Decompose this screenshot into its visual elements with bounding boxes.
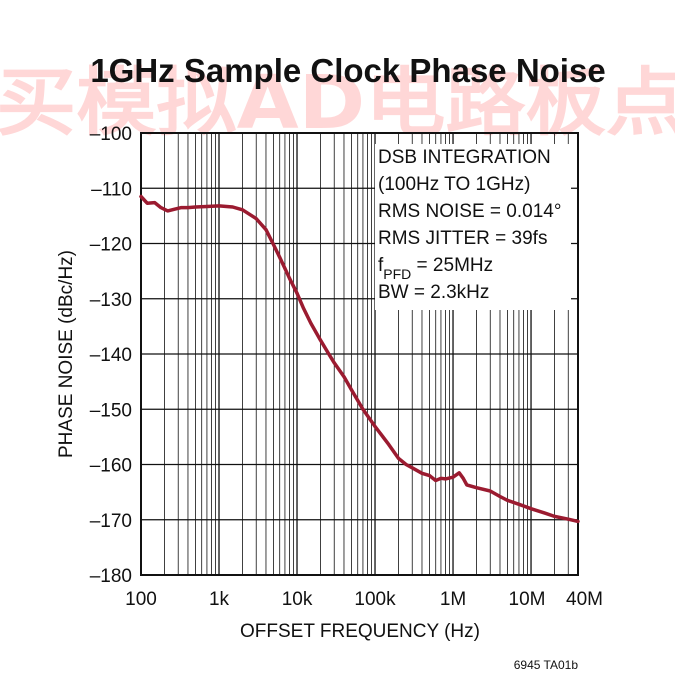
x-tick-label: 10M [509,589,546,610]
y-tick-label: –180 [90,566,132,587]
notes-background [375,144,571,310]
annotation-line: (100Hz TO 1GHz) [378,174,530,195]
annotation-line: DSB INTEGRATION [378,147,551,168]
figure-code: 6945 TA01b [514,658,579,672]
chart-title: 1GHz Sample Clock Phase Noise [90,52,605,89]
y-tick-label: –110 [91,179,132,200]
x-tick-label: 40M [566,589,603,610]
y-tick-label: –100 [90,124,132,145]
phase-noise-series-line [139,194,580,524]
watermark-text: 买模拟AD电路板点 [0,60,675,146]
x-tick-label: 1M [440,589,466,610]
x-tick-label: 100 [125,589,157,610]
annotation-line: fPFD = 25MHz [378,255,493,282]
y-tick-label: –170 [90,511,132,532]
integration-notes: DSB INTEGRATION (100Hz TO 1GHz) RMS NOISE … [375,144,571,310]
x-axis-label: OFFSET FREQUENCY (Hz) [240,621,480,642]
x-tick-labels: 100 1k 10k 100k 1M 10M 40M [125,589,603,610]
annotation-line: BW = 2.3kHz [378,282,489,303]
x-tick-label: 10k [282,589,313,610]
y-tick-labels: –100 –110 –120 –130 –140 –150 –160 –170 –180 [90,124,132,587]
annotation-line: RMS NOISE = 0.014° [378,201,561,222]
x-tick-label: 100k [354,589,396,610]
y-tick-label: –130 [90,290,132,311]
y-tick-label: –160 [90,456,132,477]
x-tick-label: 1k [209,589,230,610]
y-tick-label: –140 [90,345,132,366]
annotation-line: RMS JITTER = 39fs [378,228,547,249]
y-tick-label: –120 [90,235,132,256]
y-tick-label: –150 [90,400,132,421]
y-axis-label: PHASE NOISE (dBc/Hz) [56,250,77,458]
